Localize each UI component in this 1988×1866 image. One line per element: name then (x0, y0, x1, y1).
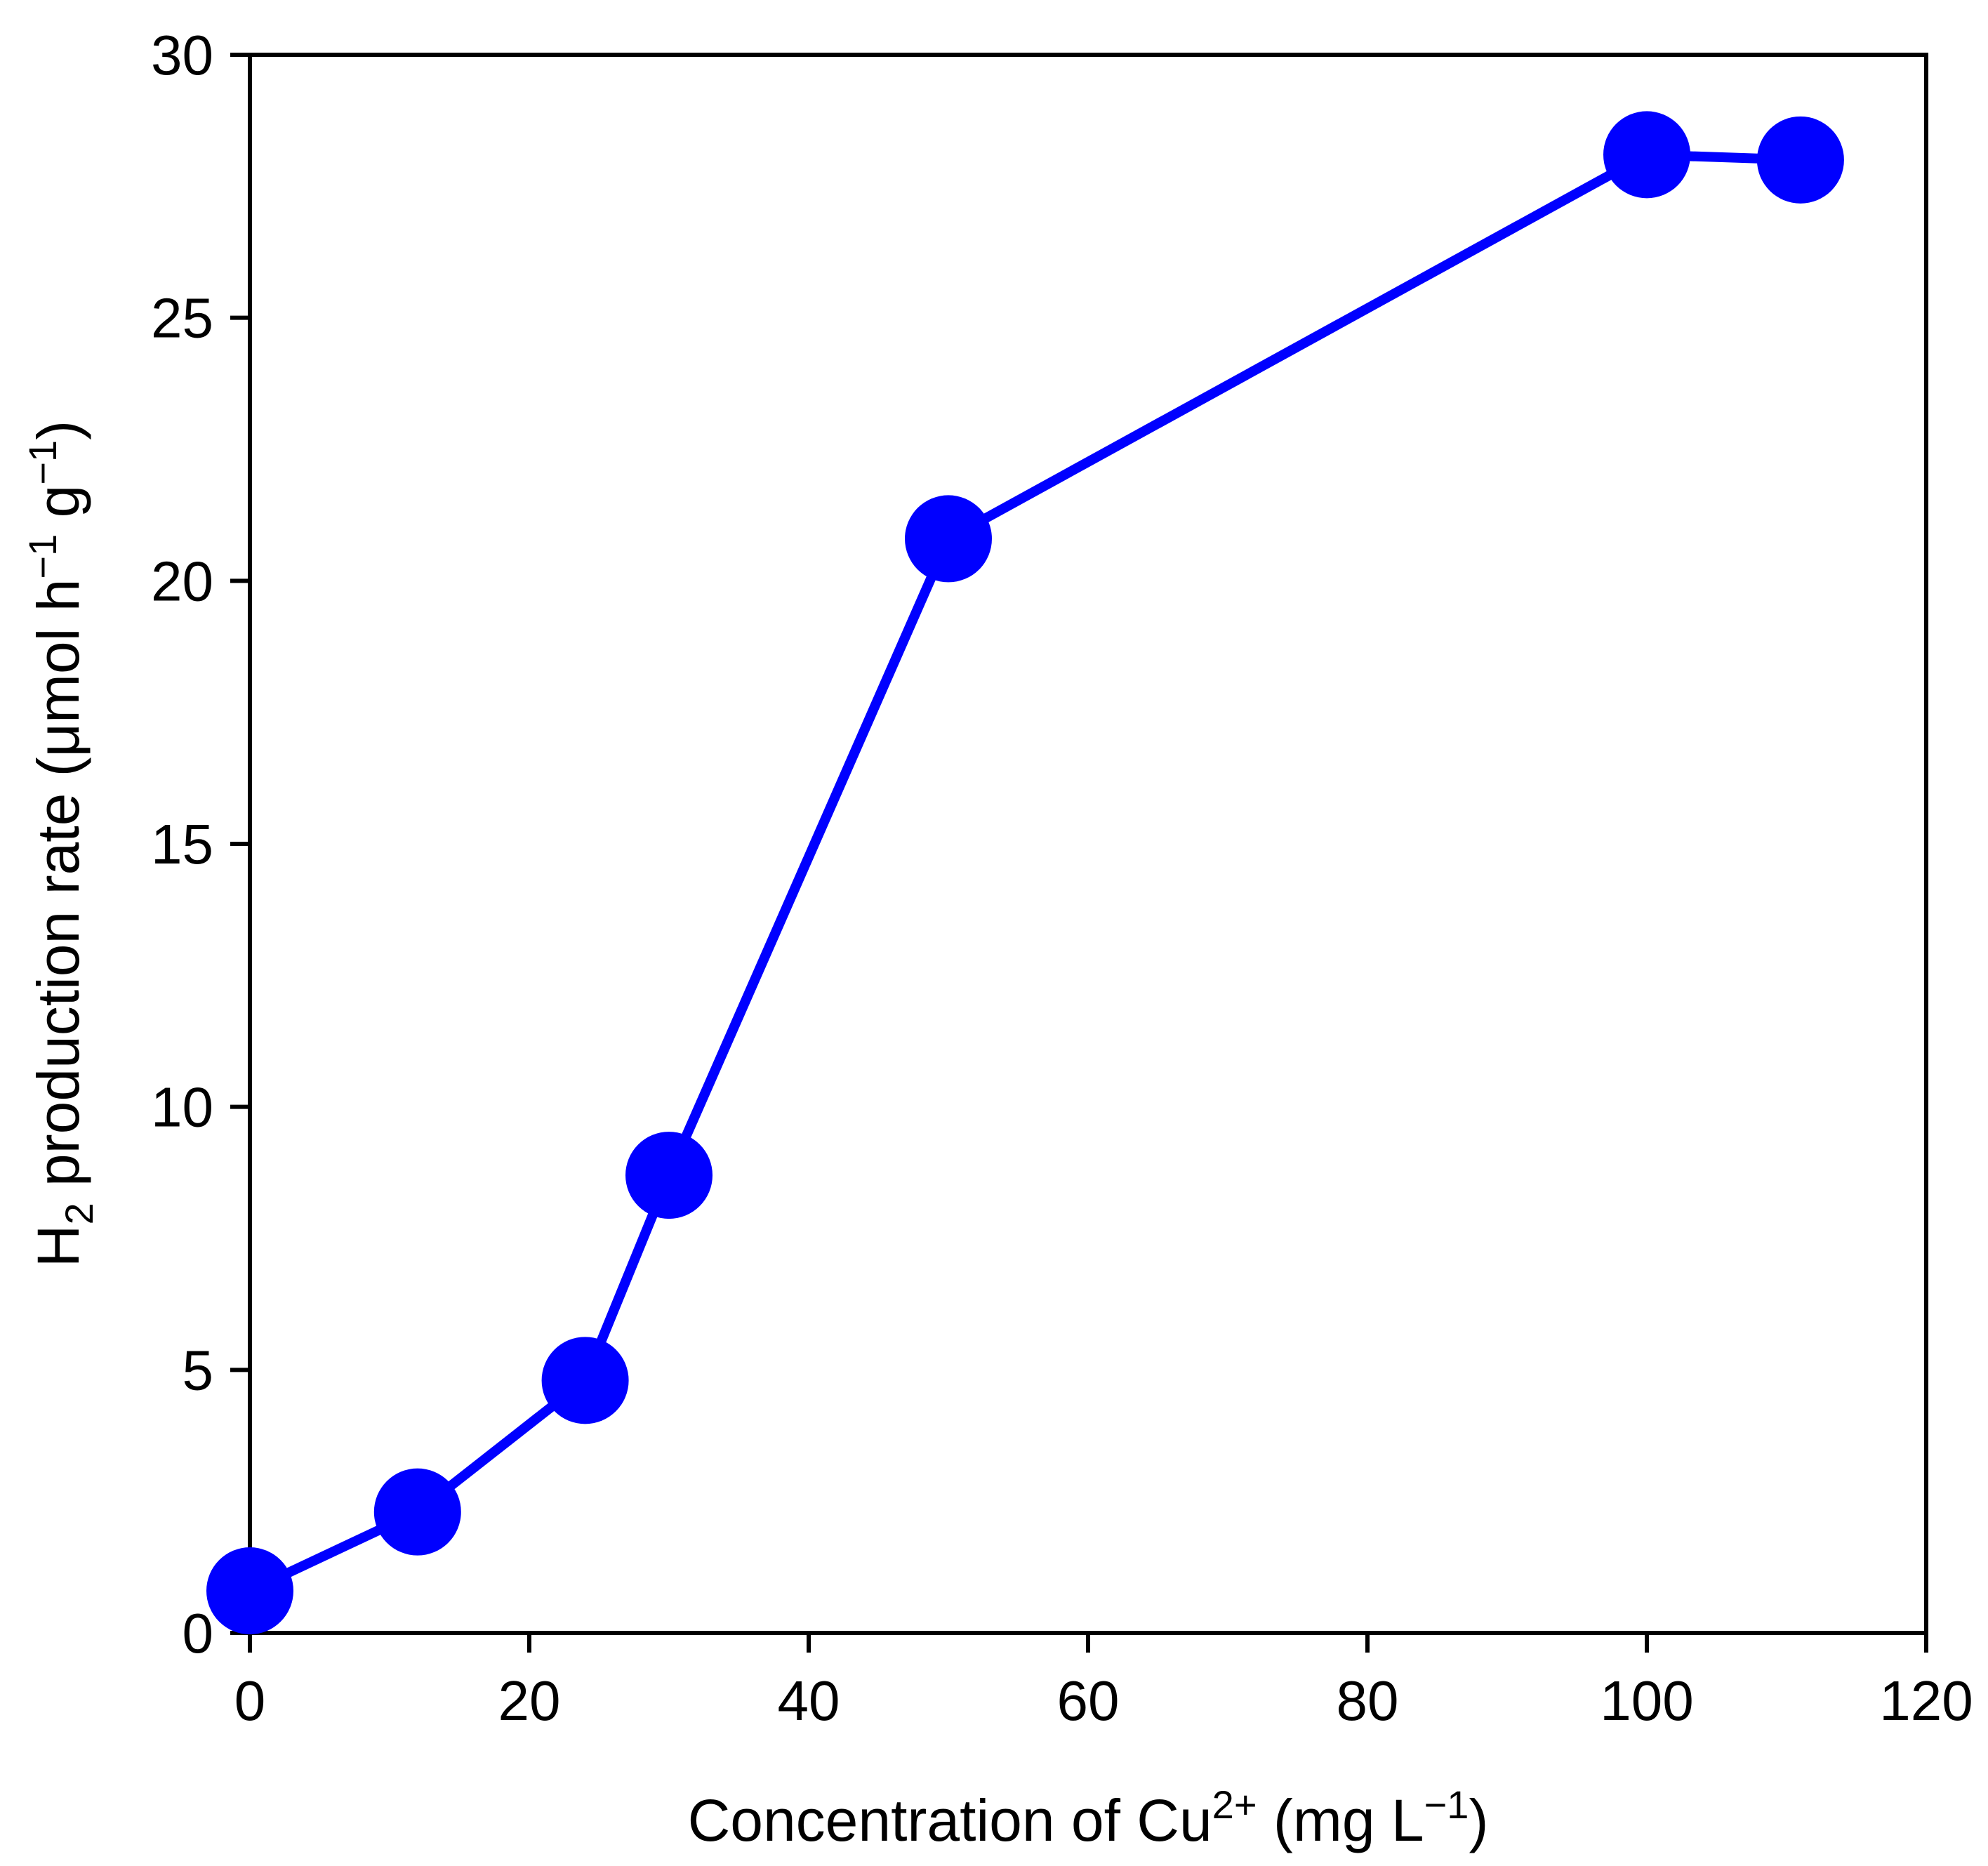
data-point (625, 1132, 713, 1219)
y-axis-title-sub: 2 (57, 1203, 101, 1224)
y-tick-label: 10 (151, 1076, 213, 1139)
data-point (1756, 116, 1844, 204)
plot-frame (248, 53, 1928, 1635)
y-axis: 0 5 10 15 20 25 30 (151, 24, 250, 1665)
series-line (248, 150, 1801, 1596)
y-axis-title-sup2: −1 (20, 440, 65, 485)
x-axis-title: Concentration of Cu2+ (mg L−1) (688, 1782, 1489, 1853)
x-axis: 0 20 40 60 80 100 120 (234, 1633, 1973, 1732)
data-point (905, 495, 992, 583)
data-point (541, 1337, 629, 1424)
data-point (206, 1547, 293, 1635)
x-tick-label: 60 (1057, 1669, 1120, 1732)
y-tick-label: 30 (151, 24, 213, 86)
y-tick-label: 25 (151, 287, 213, 350)
x-tick-label: 120 (1879, 1669, 1973, 1732)
x-tick-label: 20 (498, 1669, 561, 1732)
y-tick-label: 20 (151, 550, 213, 612)
data-point (373, 1468, 461, 1556)
x-tick-label: 0 (234, 1669, 266, 1732)
x-axis-title-sup: 2+ (1212, 1782, 1257, 1827)
y-tick-label: 5 (183, 1339, 214, 1401)
x-tick-label: 80 (1337, 1669, 1399, 1732)
y-axis-title: H2 production rate (μmol h−1 g−1) (20, 421, 101, 1267)
y-tick-label: 15 (151, 813, 213, 875)
y-axis-title-sup1: −1 (20, 534, 65, 579)
plot-area (248, 53, 1928, 1635)
series-layer (206, 111, 1844, 1635)
x-tick-label: 40 (778, 1669, 840, 1732)
data-point (1603, 111, 1690, 199)
y-tick-label: 0 (183, 1602, 214, 1665)
x-axis-title-unit-sup: −1 (1424, 1782, 1469, 1827)
x-tick-label: 100 (1600, 1669, 1693, 1732)
